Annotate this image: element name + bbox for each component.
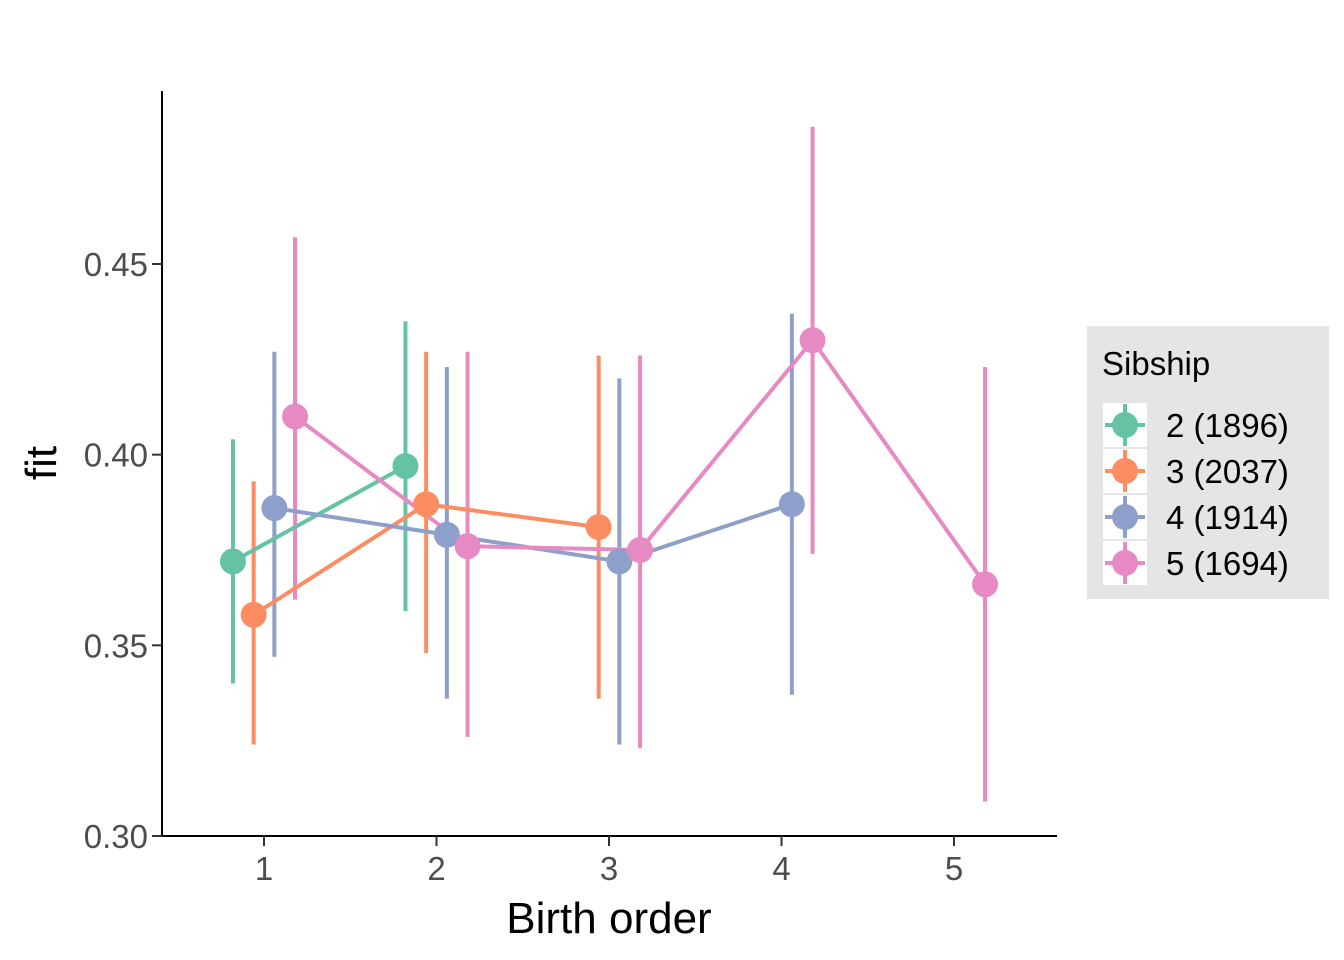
legend-key-point bbox=[1112, 550, 1138, 576]
y-axis-title: fit bbox=[17, 446, 66, 480]
legend-label: 2 (1896) bbox=[1166, 407, 1289, 444]
x-axis-title: Birth order bbox=[506, 894, 711, 943]
legend: Sibship 2 (1896) 3 (2037) 4 (1914) 5 (1694) bbox=[1087, 326, 1329, 599]
data-point bbox=[778, 491, 805, 518]
data-point bbox=[799, 327, 826, 354]
data-point bbox=[585, 514, 612, 541]
data-point bbox=[627, 537, 654, 563]
data-point bbox=[454, 533, 481, 560]
legend-item: 3 (2037) bbox=[1103, 449, 1289, 493]
legend-item: 5 (1694) bbox=[1103, 541, 1289, 585]
y-tick-label: 0.35 bbox=[84, 627, 148, 664]
y-tick-label: 0.45 bbox=[84, 246, 148, 283]
legend-title: Sibship bbox=[1102, 345, 1210, 382]
x-ticks: 1 2 3 4 5 bbox=[255, 836, 963, 887]
data-point bbox=[972, 571, 999, 598]
y-ticks: 0.30 0.35 0.40 0.45 bbox=[84, 246, 162, 855]
y-tick-label: 0.30 bbox=[84, 818, 148, 855]
data-point bbox=[433, 521, 460, 548]
legend-item: 4 (1914) bbox=[1103, 495, 1289, 539]
data-point bbox=[413, 491, 440, 518]
points-layer bbox=[219, 327, 999, 628]
legend-key-point bbox=[1112, 504, 1138, 530]
plot-area bbox=[219, 126, 999, 802]
error-bars-layer bbox=[230, 126, 988, 802]
legend-label: 5 (1694) bbox=[1166, 545, 1289, 582]
y-tick-label: 0.40 bbox=[84, 437, 148, 474]
legend-label: 4 (1914) bbox=[1166, 499, 1289, 536]
data-point bbox=[219, 548, 246, 575]
x-tick-label: 3 bbox=[600, 850, 618, 887]
x-tick-label: 4 bbox=[772, 850, 790, 887]
legend-items: 2 (1896) 3 (2037) 4 (1914) 5 (1694) bbox=[1103, 403, 1289, 585]
legend-item: 2 (1896) bbox=[1103, 403, 1289, 447]
data-point bbox=[282, 403, 309, 430]
legend-key-point bbox=[1112, 412, 1138, 438]
x-tick-label: 1 bbox=[255, 850, 273, 887]
data-point bbox=[261, 495, 288, 522]
data-point bbox=[606, 548, 633, 575]
data-point bbox=[392, 453, 419, 480]
legend-label: 3 (2037) bbox=[1166, 453, 1289, 490]
data-point bbox=[240, 601, 267, 628]
series-lines-layer bbox=[231, 338, 987, 617]
x-tick-label: 2 bbox=[427, 850, 445, 887]
x-tick-label: 5 bbox=[945, 850, 963, 887]
legend-key-point bbox=[1112, 458, 1138, 484]
